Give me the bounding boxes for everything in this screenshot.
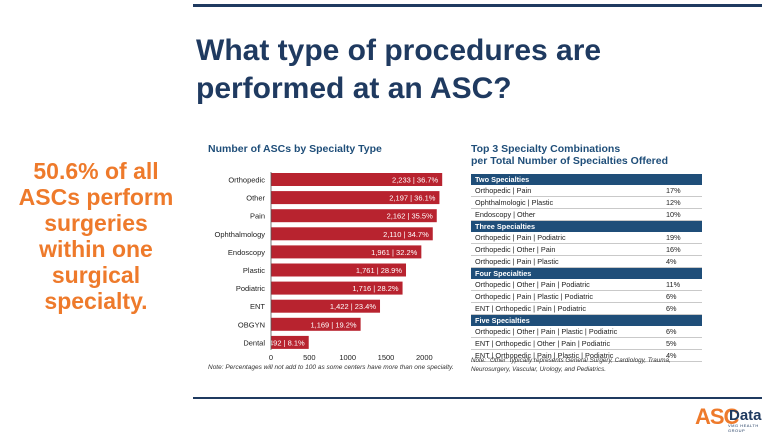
table-title: Top 3 Specialty Combinations per Total N… (471, 143, 711, 167)
bar (271, 173, 443, 186)
combination-percent: 17% (666, 186, 681, 195)
callout-line: ASCs perform (18, 184, 174, 210)
callout-line: 50.6% of all (33, 158, 159, 184)
callout-line: surgeries (44, 210, 148, 236)
slide-title: What type of procedures are performed at… (196, 32, 756, 108)
chart-note: Note: Percentages will not add to 100 as… (208, 364, 454, 371)
category-label: Other (246, 194, 265, 203)
data-label: 1,716 | 28.2% (352, 284, 398, 293)
category-label: Orthopedic (228, 176, 265, 185)
combination-percent: 12% (666, 198, 681, 207)
ascdata-logo: ASC Data VMG HEALTH GROUP (695, 404, 762, 434)
table-row: Orthopedic | Other | Pain | Plastic | Po… (471, 326, 702, 338)
group-header: Two Specialties (471, 174, 702, 185)
category-label: Pain (250, 212, 265, 221)
combination-label: Orthopedic | Other | Pain (475, 245, 556, 254)
combination-label: ENT | Orthopedic | Other | Pain | Podiat… (475, 339, 611, 348)
combination-percent: 4% (666, 257, 677, 266)
combination-label: Endoscopy | Other (475, 210, 536, 219)
combination-percent: 6% (666, 292, 677, 301)
bar (271, 335, 309, 349)
top-rule (193, 4, 762, 7)
table-row: ENT | Orthopedic | Pain | Podiatric 6% (471, 303, 702, 315)
logo-subtext: VMG HEALTH GROUP (728, 423, 759, 433)
callout-line: specialty. (44, 288, 148, 314)
bar (271, 245, 422, 259)
data-label: 492 | 8.1% (269, 338, 305, 347)
table-row: Orthopedic | Pain | Plastic | Podiatric 6… (471, 291, 702, 303)
bar (271, 227, 433, 241)
combination-label: ENT | Orthopedic | Pain | Plastic | Podi… (475, 351, 614, 360)
combination-label: Orthopedic | Other | Pain | Podiatric (475, 280, 590, 289)
table-row: Ophthalmologic | Plastic 12% (471, 197, 702, 209)
table-row: Orthopedic | Other | Pain | Podiatric 11% (471, 279, 702, 291)
bar (271, 263, 407, 277)
data-label: 1,422 | 23.4% (330, 302, 376, 311)
category-label: Dental (243, 338, 265, 347)
combination-percent: 19% (666, 233, 681, 242)
x-tick-label: 1500 (378, 353, 395, 362)
bottom-rule (193, 397, 762, 399)
combination-percent: 11% (666, 280, 681, 289)
slide-title-line2: performed at an ASC? (196, 72, 512, 105)
callout-line: within one (39, 236, 153, 262)
data-label: 1,169 | 19.2% (310, 320, 356, 329)
bar (271, 317, 361, 331)
combination-percent: 5% (666, 339, 677, 348)
category-label: OBGYN (238, 320, 265, 329)
table-row: ENT | Orthopedic | Other | Pain | Podiat… (471, 338, 702, 350)
data-label: 2,110 | 34.7% (383, 230, 429, 239)
combination-percent: 10% (666, 210, 681, 219)
data-label: 2,197 | 36.1% (389, 194, 435, 203)
combination-label: Ophthalmologic | Plastic (475, 198, 554, 207)
combination-label: Orthopedic | Pain | Plastic (475, 257, 559, 266)
logo-data-text: Data (729, 407, 762, 424)
table-row: Endoscopy | Other 10% (471, 209, 702, 221)
specialty-combination-table: Two Specialties Orthopedic | Pain 17% Ophth… (471, 174, 702, 362)
table-title-line2: per Total Number of Specialties Offered (471, 155, 669, 167)
group-header: Four Specialties (471, 268, 702, 279)
x-tick-label: 1000 (339, 353, 356, 362)
data-label: 2,162 | 35.5% (387, 212, 433, 221)
combination-percent: 16% (666, 245, 681, 254)
table-row: Orthopedic | Pain | Plastic 4% (471, 256, 702, 268)
category-label: Endoscopy (228, 248, 265, 257)
x-tick-label: 2000 (416, 353, 433, 362)
table-row: Orthopedic | Pain | Podiatric 19% (471, 232, 702, 244)
callout-line: surgical (51, 262, 141, 288)
data-label: 1,961 | 32.2% (371, 248, 417, 257)
x-tick-label: 0 (269, 353, 273, 362)
bar (271, 209, 437, 223)
group-header: Five Specialties (471, 315, 702, 326)
x-tick-label: 500 (303, 353, 316, 362)
bar (271, 281, 403, 295)
logo-asc-text: ASC (695, 404, 739, 429)
combination-percent: 4% (666, 351, 677, 360)
combination-percent: 6% (666, 327, 677, 336)
bar (271, 191, 440, 205)
data-label: 2,233 | 36.7% (392, 176, 438, 185)
callout-text: 50.6% of all ASCs perform surgeries with… (2, 158, 190, 314)
combination-label: Orthopedic | Pain | Podiatric (475, 233, 566, 242)
table-row: ENT | Orthopedic | Pain | Plastic | Podi… (471, 350, 702, 362)
data-label: 1,761 | 28.9% (356, 266, 402, 275)
table-note: Note: "Other" typically represents Gener… (471, 357, 671, 373)
combination-label: Orthopedic | Pain | Plastic | Podiatric (475, 292, 594, 301)
slide-title-line1: What type of procedures are (196, 34, 602, 67)
category-label: ENT (250, 302, 265, 311)
category-label: Plastic (243, 266, 265, 275)
combination-label: Orthopedic | Other | Pain | Plastic | Po… (475, 327, 618, 336)
group-header: Three Specialties (471, 221, 702, 232)
chart-title: Number of ASCs by Specialty Type (208, 143, 382, 155)
table-title-line1: Top 3 Specialty Combinations (471, 143, 621, 155)
table-row: Orthopedic | Pain 17% (471, 185, 702, 197)
bar (271, 299, 381, 313)
table-row: Orthopedic | Other | Pain 16% (471, 244, 702, 256)
category-label: Podiatric (236, 284, 265, 293)
combination-label: Orthopedic | Pain (475, 186, 532, 195)
category-label: Ophthalmology (215, 230, 266, 239)
specialty-bar-chart: Orthopedic 2,233 | 36.7% Other 2,197 | 36.1… (215, 172, 443, 362)
combination-percent: 6% (666, 304, 677, 313)
combination-label: ENT | Orthopedic | Pain | Podiatric (475, 304, 586, 313)
